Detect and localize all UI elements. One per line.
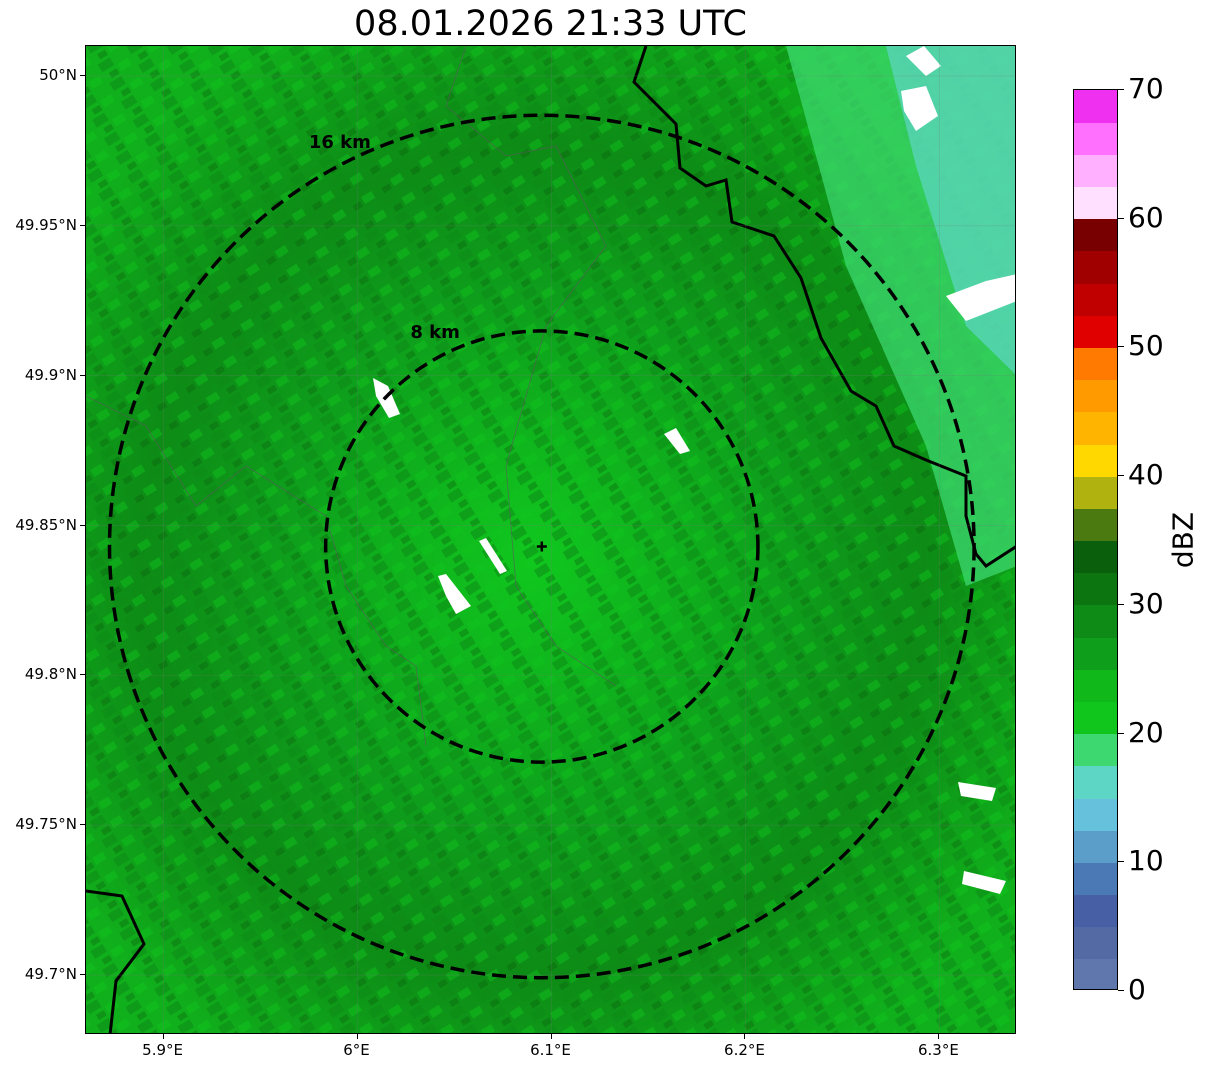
colorbar-segment <box>1074 186 1117 220</box>
colorbar-segment <box>1074 926 1117 960</box>
colorbar-tick <box>1118 861 1124 863</box>
colorbar-segment <box>1074 315 1117 349</box>
latitude-tick-label: 49.95°N <box>15 215 77 234</box>
longitude-tick <box>550 1034 552 1039</box>
colorbar-segment <box>1074 347 1117 381</box>
latitude-tick <box>80 524 85 526</box>
range-ring <box>107 113 976 980</box>
longitude-tick-label: 5.9°E <box>142 1041 183 1059</box>
longitude-tick <box>744 1034 746 1039</box>
longitude-tick <box>938 1034 940 1039</box>
colorbar-segment <box>1074 733 1117 767</box>
latitude-tick-label: 49.9°N <box>24 365 77 384</box>
colorbar-segment <box>1074 508 1117 542</box>
colorbar-tick <box>1118 475 1124 477</box>
colorbar-segment <box>1074 154 1117 188</box>
latitude-tick <box>80 824 85 826</box>
range-ring-label: 8 km <box>410 322 460 343</box>
colorbar-segment <box>1074 862 1117 896</box>
longitude-tick <box>162 1034 164 1039</box>
colorbar-tick-label: 60 <box>1128 200 1164 234</box>
colorbar-tick <box>1118 603 1124 605</box>
no-data-patches <box>373 46 1015 894</box>
latitude-tick <box>80 974 85 976</box>
colorbar-segment <box>1074 476 1117 509</box>
colorbar-tick <box>1118 990 1124 991</box>
graticule <box>86 46 1015 1033</box>
longitude-tick-label: 6.1°E <box>530 1041 571 1059</box>
colorbar-segment <box>1074 443 1117 477</box>
latitude-tick-label: 49.7°N <box>24 965 77 984</box>
colorbar-segment <box>1074 765 1117 799</box>
colorbar-tick-label: 20 <box>1128 715 1164 749</box>
colorbar-segment <box>1074 218 1117 252</box>
colorbar-segment <box>1074 572 1117 606</box>
colorbar-segment <box>1074 958 1117 989</box>
latitude-tick <box>80 674 85 676</box>
colorbar-segment <box>1074 379 1117 413</box>
admin-boundary <box>86 395 427 747</box>
longitude-tick-label: 6°E <box>343 1041 370 1059</box>
colorbar-tick-label: 10 <box>1128 844 1164 878</box>
latitude-tick-label: 49.8°N <box>24 665 77 684</box>
latitude-tick-label: 49.75°N <box>15 815 77 834</box>
latitude-tick <box>80 74 85 76</box>
colorbar-segment <box>1074 283 1117 316</box>
latitude-tick <box>80 224 85 226</box>
longitude-tick-label: 6.3°E <box>917 1041 959 1059</box>
colorbar-segment <box>1074 604 1117 638</box>
colorbar-segment <box>1074 637 1117 670</box>
colorbar-segment <box>1074 701 1117 735</box>
admin-boundary <box>445 46 617 687</box>
colorbar-segment <box>1074 894 1117 928</box>
range-ring-label: 16 km <box>309 132 371 153</box>
colorbar-tick <box>1118 217 1124 219</box>
colorbar-tick <box>1118 346 1124 348</box>
range-rings: 8 km 16 km <box>107 113 976 980</box>
radar-map[interactable]: 8 km 16 km <box>85 45 1016 1034</box>
chart-title: 08.01.2026 21:33 UTC <box>354 4 747 44</box>
longitude-tick-label: 6.2°E <box>724 1041 765 1059</box>
colorbar-segment <box>1074 830 1117 863</box>
colorbar-segment <box>1074 669 1117 702</box>
colorbar-segment <box>1074 250 1117 284</box>
colorbar-tick <box>1118 89 1124 90</box>
colorbar-tick-label: 30 <box>1128 586 1164 620</box>
radar-map-canvas: 8 km 16 km <box>86 46 1015 1033</box>
radar-site-marker <box>536 541 547 552</box>
colorbar-tick-label: 0 <box>1128 973 1146 1006</box>
longitude-tick <box>356 1034 358 1039</box>
colorbar-segment <box>1074 411 1117 445</box>
radar-site-cross <box>536 541 547 552</box>
colorbar <box>1073 89 1118 990</box>
colorbar-tick <box>1118 732 1124 734</box>
colorbar-tick-label: 50 <box>1128 329 1164 363</box>
colorbar-tick-label: 40 <box>1128 458 1164 492</box>
border-line <box>86 889 146 1033</box>
colorbar-segment <box>1074 122 1117 155</box>
latitude-tick-label: 50°N <box>39 65 77 84</box>
colorbar-segment <box>1074 797 1117 831</box>
colorbar-tick-label: 70 <box>1128 72 1164 105</box>
colorbar-segment <box>1074 540 1117 574</box>
colorbar-segment <box>1074 90 1117 123</box>
latitude-tick <box>80 374 85 376</box>
range-ring <box>323 329 760 764</box>
latitude-tick-label: 49.85°N <box>15 515 77 534</box>
colorbar-label: dBZ <box>1166 511 1200 569</box>
border-line <box>632 46 1015 568</box>
